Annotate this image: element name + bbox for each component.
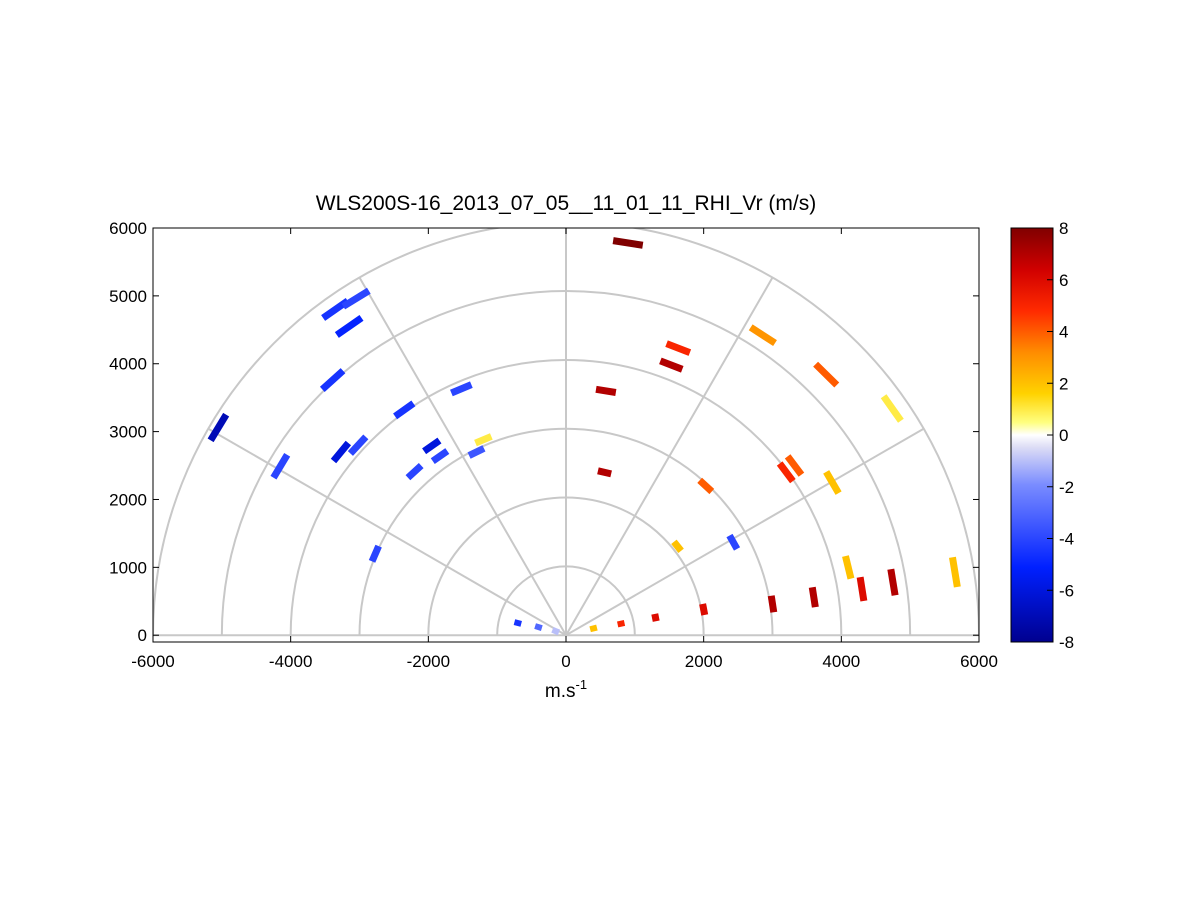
data-point [659,357,684,373]
polar-ring [153,228,979,636]
x-tick-label: -2000 [407,652,450,671]
data-point [467,445,486,459]
data-point [671,539,684,553]
data-point [808,586,819,608]
colorbar-tick-label: -8 [1059,633,1074,652]
colorbar-tick-label: 2 [1059,374,1068,393]
colorbar-tick-label: 8 [1059,219,1068,238]
chart-title: WLS200S-16_2013_07_05__11_01_11_RHI_Vr (… [316,192,816,215]
data-point [474,433,493,447]
data-point [589,624,598,633]
colorbar-tick-label: 6 [1059,271,1068,290]
data-point [612,237,644,249]
data-point [341,287,371,310]
y-tick-label: 3000 [109,423,147,442]
polar-grid [153,228,979,637]
data-marks [207,237,961,636]
x-tick-label: 4000 [822,652,860,671]
x-axis-label: m.s-1 [545,677,587,702]
colorbar-ticks: -8 -6 -4 -2 0 2 4 6 8 [1047,219,1074,652]
y-tick-label: 2000 [109,490,147,509]
data-point [887,568,899,596]
data-point [726,533,741,551]
data-point [651,613,660,622]
data-point [513,619,522,627]
x-tick-label: 2000 [685,652,723,671]
x-tick-label: -4000 [269,652,312,671]
data-point [842,555,855,580]
data-point [207,412,230,443]
data-point [551,627,561,636]
data-point [405,463,424,481]
data-point [334,314,364,338]
data-point [319,368,346,392]
polar-spoke [565,427,925,637]
data-point [665,340,692,356]
x-tick-label: 6000 [960,652,998,671]
data-point [748,324,777,347]
data-point [813,361,840,388]
colorbar-tick-label: 0 [1059,426,1068,445]
y-axis-ticks: 0 1000 2000 3000 4000 5000 6000 [109,219,979,645]
y-tick-label: 6000 [109,219,147,238]
data-point [393,400,416,420]
data-point [368,544,382,563]
data-point [422,437,442,455]
polar-spoke [565,277,774,636]
y-tick-label: 1000 [109,558,147,577]
data-point [784,454,805,477]
x-tick-label: -6000 [131,652,174,671]
data-point [270,452,291,480]
colorbar-tick-label: -6 [1059,581,1074,600]
x-tick-label: 0 [561,652,570,671]
polar-spoke [358,277,567,636]
data-point [776,461,796,484]
y-tick-label: 4000 [109,355,147,374]
y-tick-label: 0 [138,626,147,645]
data-point [699,603,709,616]
data-point [430,448,450,464]
colorbar-tick-label: 4 [1059,323,1068,342]
data-point [534,623,543,631]
data-point [617,620,626,628]
data-point [856,576,868,602]
data-point [595,385,617,396]
x-axis-label-exponent: -1 [576,677,588,692]
data-point [949,556,961,588]
data-point [767,595,778,613]
x-axis-ticks: -6000 -4000 -2000 0 2000 4000 6000 [131,228,998,671]
x-axis-label-base: m.s [545,681,576,702]
data-point [450,381,473,397]
colorbar-tick-label: -4 [1059,530,1074,549]
data-point [880,394,904,423]
data-point [697,477,715,495]
y-tick-label: 5000 [109,287,147,306]
data-point [597,467,612,478]
data-point [823,470,842,495]
data-point [330,440,352,464]
colorbar [1010,227,1054,643]
colorbar-tick-label: -2 [1059,478,1074,497]
polar-spoke [207,427,567,637]
data-point [347,434,369,456]
